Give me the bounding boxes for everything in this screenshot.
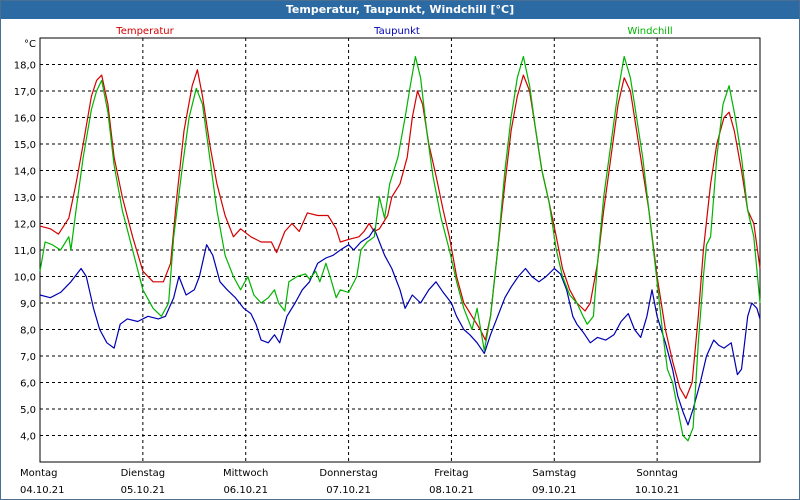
y-tick-label: 16,0 (14, 114, 36, 125)
legend-entry-temperatur: Temperatur (115, 26, 174, 37)
y-tick-label: 14,0 (14, 167, 36, 178)
x-tick-weekday: Mittwoch (223, 468, 268, 479)
x-tick-date: 07.10.21 (326, 485, 371, 496)
x-tick-date: 06.10.21 (223, 485, 268, 496)
grid-lines (40, 38, 760, 462)
legend: Temperatur Taupunkt Windchill (115, 26, 672, 37)
legend-entry-taupunkt: Taupunkt (373, 26, 420, 37)
y-tick-label: 18,0 (14, 61, 36, 72)
x-tick-date: 04.10.21 (20, 485, 65, 496)
y-tick-label: 7,0 (20, 352, 36, 363)
x-tick-date: 08.10.21 (429, 485, 474, 496)
y-tick-label: 5,0 (20, 405, 36, 416)
y-tick-label: 11,0 (14, 246, 36, 257)
x-tick-date: 05.10.21 (121, 485, 166, 496)
x-tick-date: 09.10.21 (532, 485, 577, 496)
axes (39, 37, 761, 463)
y-tick-label: 4,0 (20, 432, 36, 443)
y-tick-label: 9,0 (20, 299, 36, 310)
series-line-windchill (39, 55, 761, 442)
plot-frame (39, 37, 761, 463)
x-tick-weekday: Donnerstag (319, 468, 377, 479)
x-tick-weekday: Montag (20, 468, 57, 479)
y-tick-label: 12,0 (14, 220, 36, 231)
chart-title: Temperatur, Taupunkt, Windchill [°C] (1, 1, 799, 19)
x-tick-date: 10.10.21 (635, 485, 680, 496)
x-tick-weekday: Dienstag (121, 468, 166, 479)
y-tick-label: 6,0 (20, 379, 36, 390)
y-unit-label: °C (24, 39, 36, 50)
y-tick-label: 13,0 (14, 193, 36, 204)
axis-labels: 4,0 5,0 6,0 7,0 8,0 9,0 10,0 11,0 12,0 13,0 14,0 15… (14, 39, 680, 496)
x-tick-weekday: Freitag (434, 468, 468, 479)
series-line-taupunkt (39, 228, 761, 426)
legend-entry-windchill: Windchill (627, 26, 672, 37)
y-tick-label: 15,0 (14, 140, 36, 151)
y-tick-label: 10,0 (14, 273, 36, 284)
y-tick-label: 17,0 (14, 87, 36, 98)
x-tick-weekday: Sonntag (636, 468, 678, 479)
x-tick-weekday: Samstag (532, 468, 576, 479)
series-lines (39, 55, 761, 442)
y-tick-label: 8,0 (20, 326, 36, 337)
